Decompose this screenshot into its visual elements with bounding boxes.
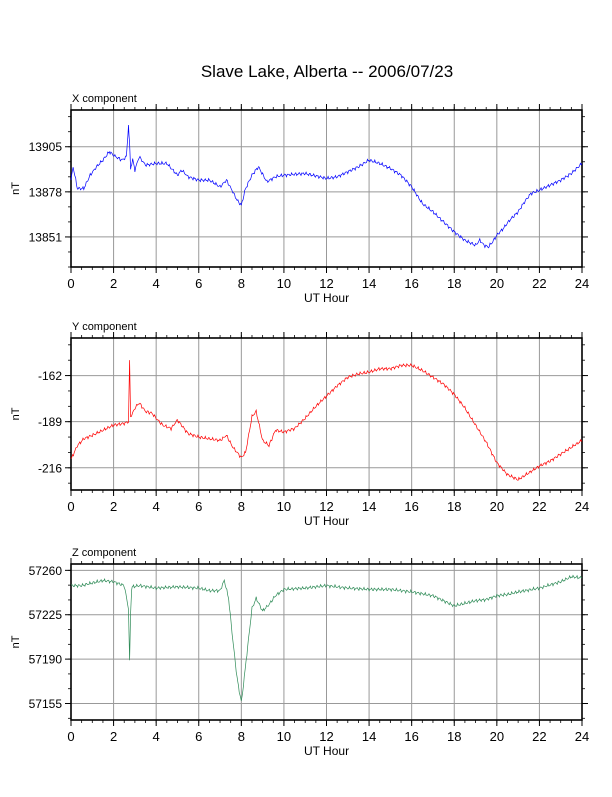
panel-label: Z component <box>72 547 136 559</box>
x-tick-label: 16 <box>404 276 418 291</box>
x-tick-label: 18 <box>447 276 461 291</box>
y-tick-label: 13878 <box>29 185 63 199</box>
x-tick-label: 0 <box>67 276 74 291</box>
series-line <box>70 360 583 481</box>
x-tick-label: 12 <box>319 499 333 514</box>
x-tick-label: 16 <box>404 729 418 744</box>
x-tick-label: 2 <box>110 276 117 291</box>
x-tick-label: 20 <box>490 276 504 291</box>
x-tick-label: 20 <box>490 729 504 744</box>
y-axis-label: nT <box>10 635 22 648</box>
series-line <box>70 574 583 701</box>
x-tick-label: 22 <box>532 499 546 514</box>
y-tick-label: 57260 <box>29 564 63 578</box>
x-tick-label: 24 <box>575 729 589 744</box>
plot-frame <box>70 337 583 491</box>
x-tick-label: 8 <box>238 276 245 291</box>
panel-3: 0 2 4 6 8 10 12 14 16 18 20 22 245715557190572255726… <box>10 547 589 758</box>
x-tick-label: 16 <box>404 499 418 514</box>
x-tick-label: 6 <box>195 729 202 744</box>
x-tick-label: 22 <box>532 276 546 291</box>
x-axis-label: UT Hour <box>304 514 349 528</box>
x-tick-label: 14 <box>362 729 376 744</box>
x-tick-label: 6 <box>195 499 202 514</box>
x-tick-label: 18 <box>447 729 461 744</box>
x-tick-label: 8 <box>238 729 245 744</box>
y-tick-label: 13905 <box>29 140 63 154</box>
x-tick-label: 24 <box>575 499 589 514</box>
panel-label: Y component <box>72 321 137 333</box>
y-axis-label: nT <box>10 182 22 195</box>
y-tick-label: 57155 <box>29 697 63 711</box>
x-tick-label: 0 <box>67 729 74 744</box>
y-tick-label: 57225 <box>29 608 63 622</box>
x-tick-label: 4 <box>153 276 160 291</box>
x-tick-label: 2 <box>110 499 117 514</box>
x-tick-label: 10 <box>277 499 291 514</box>
figure-title: Slave Lake, Alberta -- 2006/07/23 <box>201 62 453 81</box>
y-axis-label: nT <box>10 407 22 420</box>
x-tick-label: 14 <box>362 276 376 291</box>
series-line <box>70 124 583 249</box>
y-tick-label: 13851 <box>29 230 63 244</box>
plot-frame <box>70 563 583 721</box>
x-tick-label: 2 <box>110 729 117 744</box>
panel-label: X component <box>72 93 137 105</box>
x-tick-label: 12 <box>319 276 333 291</box>
x-tick-label: 22 <box>532 729 546 744</box>
x-tick-label: 8 <box>238 499 245 514</box>
plot-frame <box>70 109 583 268</box>
y-tick-label: -189 <box>38 415 62 429</box>
x-axis-label: UT Hour <box>304 744 349 758</box>
y-tick-label: -162 <box>38 369 62 383</box>
x-tick-label: 10 <box>277 729 291 744</box>
x-tick-label: 18 <box>447 499 461 514</box>
x-tick-label: 4 <box>153 499 160 514</box>
x-axis-label: UT Hour <box>304 291 349 305</box>
x-tick-label: 12 <box>319 729 333 744</box>
x-tick-label: 4 <box>153 729 160 744</box>
x-tick-label: 10 <box>277 276 291 291</box>
x-tick-label: 0 <box>67 499 74 514</box>
y-tick-label: -216 <box>38 461 62 475</box>
y-tick-label: 57190 <box>29 653 63 667</box>
x-tick-label: 14 <box>362 499 376 514</box>
x-tick-label: 20 <box>490 499 504 514</box>
x-tick-label: 6 <box>195 276 202 291</box>
x-tick-label: 24 <box>575 276 589 291</box>
